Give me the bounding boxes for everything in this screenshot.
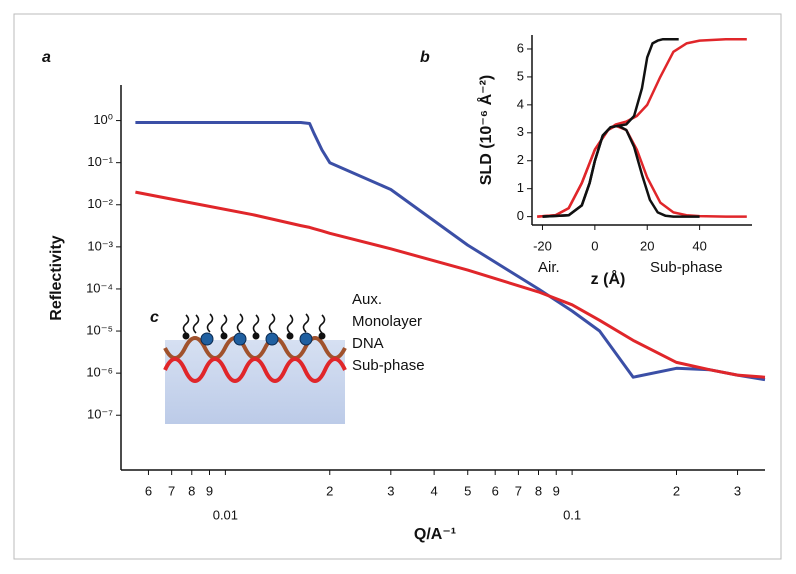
series-line bbox=[542, 124, 700, 218]
x-tick-label: 9 bbox=[206, 483, 213, 498]
x-axis-label: z (Å) bbox=[591, 269, 626, 288]
y-tick-label: 2 bbox=[517, 152, 524, 167]
x-tick-label: 3 bbox=[734, 483, 741, 498]
y-tick-label: 10⁰ bbox=[93, 112, 113, 127]
x-tick-label: 0.1 bbox=[563, 507, 581, 522]
y-tick-label: 10⁻⁵ bbox=[86, 322, 113, 337]
tails bbox=[182, 313, 326, 334]
series-line bbox=[135, 121, 766, 382]
x-tick-label: -20 bbox=[533, 238, 552, 253]
x-axis-label: Q/A⁻¹ bbox=[414, 526, 456, 543]
panel-c: c Aux. Monolayer DNA Sub-phase bbox=[150, 291, 425, 424]
series-line bbox=[135, 190, 766, 379]
y-axis-label: Reflectivity bbox=[48, 235, 65, 320]
y-tick-label: 10⁻³ bbox=[87, 238, 113, 253]
y-tick-label: 10⁻¹ bbox=[87, 154, 113, 169]
y-tick-label: 10⁻² bbox=[87, 196, 113, 211]
x-tick-label: 2 bbox=[673, 483, 680, 498]
y-tick-label: 10⁻⁷ bbox=[87, 407, 113, 422]
panel-label: b bbox=[420, 49, 430, 66]
x-tick-label: 2 bbox=[326, 483, 333, 498]
dna-strand bbox=[163, 357, 347, 383]
x-tick-label: 40 bbox=[692, 238, 706, 253]
annotation: Sub-phase bbox=[650, 259, 723, 276]
x-tick-label: 8 bbox=[535, 483, 542, 498]
y-tick-label: 10⁻⁶ bbox=[86, 365, 113, 380]
frame bbox=[13, 13, 782, 560]
layer-label: Monolayer bbox=[352, 313, 422, 330]
y-tick-label: 1 bbox=[517, 180, 524, 195]
x-tick-label: 3 bbox=[387, 483, 394, 498]
x-tick-label: 4 bbox=[431, 483, 438, 498]
x-tick-label: 8 bbox=[188, 483, 195, 498]
y-tick-label: 3 bbox=[517, 124, 524, 139]
x-tick-label: 5 bbox=[464, 483, 471, 498]
y-tick-label: 10⁻⁴ bbox=[86, 280, 113, 295]
layer-label: Aux. bbox=[352, 291, 382, 308]
layer-label: Sub-phase bbox=[352, 357, 425, 374]
x-tick-label: 0 bbox=[591, 238, 598, 253]
panel-label: c bbox=[150, 309, 159, 326]
y-axis-label: SLD (10⁻⁶ Å⁻²) bbox=[476, 75, 495, 185]
monolayer bbox=[182, 332, 326, 340]
x-tick-label: 7 bbox=[168, 483, 175, 498]
x-tick-label: 0.01 bbox=[213, 507, 238, 522]
x-tick-label: 6 bbox=[492, 483, 499, 498]
y-tick-label: 6 bbox=[517, 40, 524, 55]
x-tick-label: 20 bbox=[640, 238, 654, 253]
layer-label: DNA bbox=[352, 335, 384, 352]
annotation: Air. bbox=[538, 259, 560, 276]
y-tick-label: 5 bbox=[517, 68, 524, 83]
x-tick-label: 7 bbox=[515, 483, 522, 498]
y-tick-label: 0 bbox=[517, 208, 524, 223]
x-tick-label: 9 bbox=[553, 483, 560, 498]
y-tick-label: 4 bbox=[517, 96, 524, 111]
x-tick-label: 6 bbox=[145, 483, 152, 498]
heads bbox=[200, 332, 313, 346]
panel-label: a bbox=[42, 49, 51, 66]
